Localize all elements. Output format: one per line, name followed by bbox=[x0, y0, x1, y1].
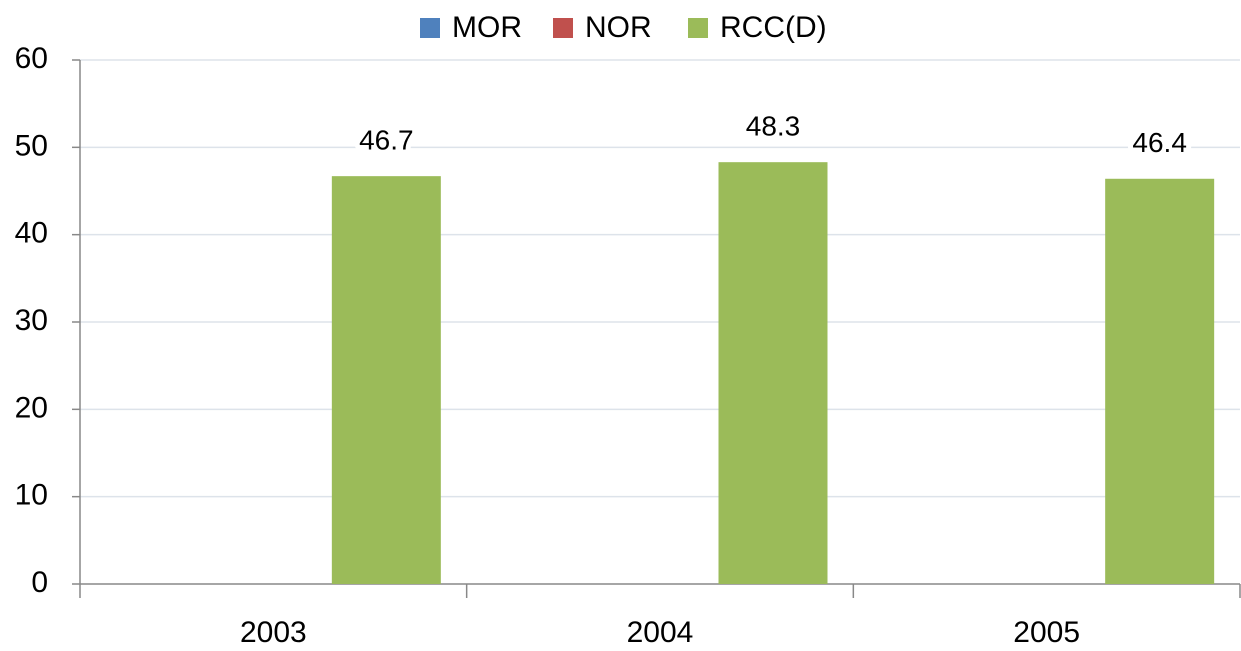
y-tick-label: 50 bbox=[15, 129, 48, 162]
data-label: 46.4 bbox=[1132, 127, 1187, 158]
bar bbox=[331, 176, 441, 585]
y-tick-label: 60 bbox=[15, 42, 48, 75]
bar bbox=[1105, 178, 1215, 585]
data-label: 46.7 bbox=[359, 125, 414, 156]
y-tick-label: 10 bbox=[15, 479, 48, 512]
y-tick-label: 0 bbox=[31, 566, 48, 599]
legend-swatch bbox=[553, 18, 573, 38]
x-tick-label: 2003 bbox=[240, 616, 307, 649]
x-tick-label: 2005 bbox=[1013, 616, 1080, 649]
legend-label: NOR bbox=[585, 11, 652, 44]
legend-swatch bbox=[420, 18, 440, 38]
legend-label: RCC(D) bbox=[720, 11, 827, 44]
bar bbox=[718, 162, 828, 584]
legend-label: MOR bbox=[452, 11, 522, 44]
y-tick-label: 40 bbox=[15, 217, 48, 250]
x-tick-label: 2004 bbox=[627, 616, 694, 649]
data-label: 48.3 bbox=[746, 111, 801, 142]
y-tick-label: 20 bbox=[15, 391, 48, 424]
y-tick-label: 30 bbox=[15, 304, 48, 337]
legend-swatch bbox=[688, 18, 708, 38]
